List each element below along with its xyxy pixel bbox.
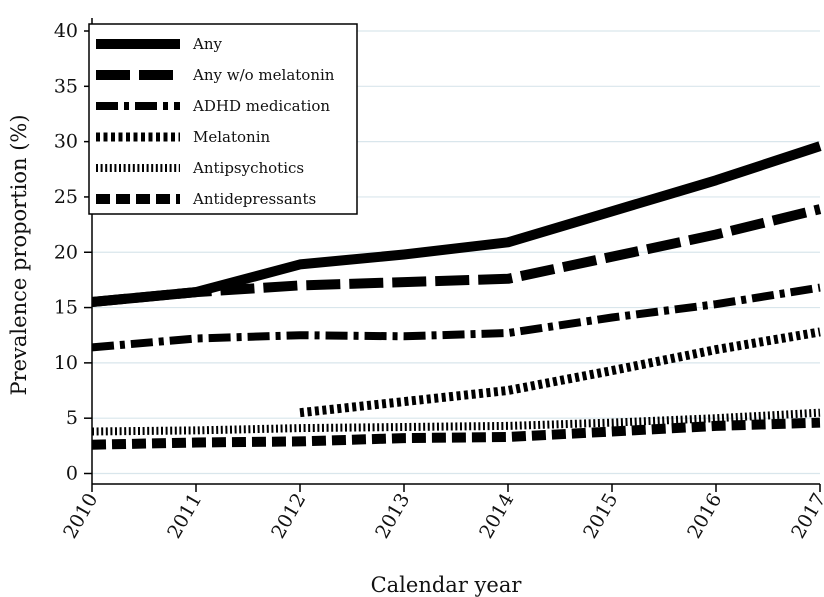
legend-label-4: Antipsychotics xyxy=(192,159,304,177)
x-tick-label: 2017 xyxy=(787,490,824,543)
y-tick-label: 40 xyxy=(54,20,78,42)
legend-label-2: ADHD medication xyxy=(192,97,330,115)
legend-label-3: Melatonin xyxy=(193,128,270,146)
y-tick-label: 0 xyxy=(66,463,78,485)
x-tick-label: 2015 xyxy=(579,490,622,543)
y-tick-label: 10 xyxy=(54,352,78,374)
series-line-0 xyxy=(91,141,822,307)
y-axis-title: Prevalence proportion (%) xyxy=(7,114,31,395)
series-line-3 xyxy=(299,327,821,418)
series-line-1 xyxy=(91,204,822,307)
y-tick-label: 25 xyxy=(54,186,78,208)
y-tick-label: 20 xyxy=(54,241,78,263)
legend-label-5: Antidepressants xyxy=(192,190,316,208)
legend-label-1: Any w/o melatonin xyxy=(192,66,335,84)
y-tick-label: 30 xyxy=(54,131,78,153)
x-tick-label: 2014 xyxy=(475,490,518,543)
x-tick-label: 2012 xyxy=(267,490,310,543)
y-tick-label: 35 xyxy=(54,75,78,97)
y-tick-label: 5 xyxy=(66,407,78,429)
series-line-2 xyxy=(91,283,821,352)
x-tick-label: 2010 xyxy=(59,490,102,543)
legend-box xyxy=(88,23,358,215)
series-line-5 xyxy=(91,417,821,450)
y-tick-label: 15 xyxy=(54,297,78,319)
series-lines xyxy=(91,141,822,450)
x-axis-title: Calendar year xyxy=(371,573,523,597)
legend: Any Any w/o melatonin ADHD medication Melat… xyxy=(88,23,358,215)
legend-label-0: Any xyxy=(192,35,222,53)
x-tick-label: 2016 xyxy=(683,490,726,543)
series-line-4 xyxy=(91,408,821,436)
x-tick-label: 2011 xyxy=(163,490,206,543)
x-tick-label: 2013 xyxy=(371,490,414,543)
